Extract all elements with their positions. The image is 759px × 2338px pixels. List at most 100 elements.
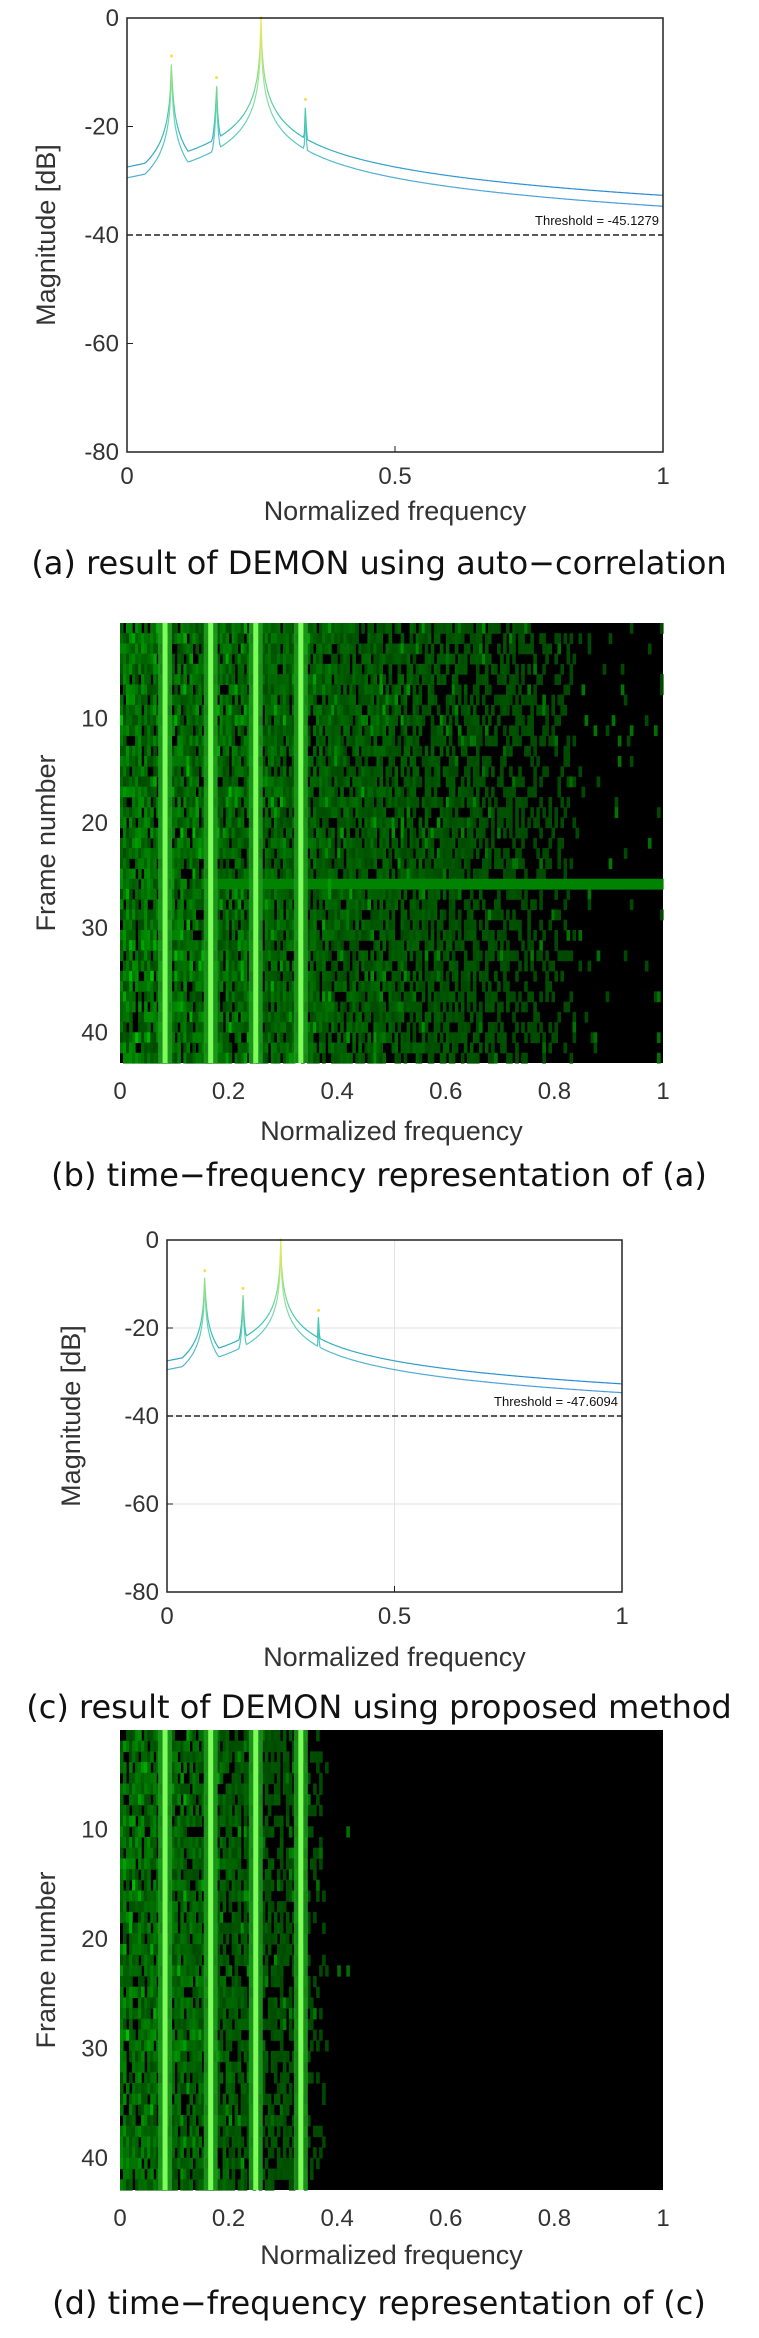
heatmap-cell <box>313 1011 317 1023</box>
heatmap-cell <box>219 704 224 716</box>
heatmap-cell <box>557 950 561 962</box>
heatmap-cell <box>171 807 175 818</box>
heatmap-cell <box>225 1740 230 1752</box>
heatmap-cell <box>264 930 269 941</box>
heatmap-cell <box>228 1001 233 1013</box>
heatmap-cell <box>120 725 124 737</box>
heatmap-cell <box>240 663 245 675</box>
heatmap-cell <box>337 827 341 839</box>
heatmap-cell <box>533 735 537 747</box>
heatmap-cell <box>554 1022 558 1033</box>
heatmap-cell <box>469 837 474 849</box>
heatmap-cell <box>129 1032 133 1044</box>
heatmap-cell <box>427 827 432 839</box>
heatmap-cell <box>418 981 423 992</box>
heatmap-cell <box>120 797 124 808</box>
heatmap-cell <box>310 981 314 992</box>
heatmap-cell <box>310 694 314 706</box>
heatmap-cell <box>243 919 248 931</box>
heatmap-cell <box>370 694 374 706</box>
heatmap-cell <box>171 1730 175 1742</box>
heatmap-cell <box>219 981 224 992</box>
heatmap-cell <box>310 643 314 655</box>
heatmap-cell <box>153 1022 157 1033</box>
heatmap-cell <box>660 909 664 921</box>
heatmap-cell <box>144 878 148 890</box>
heatmap-cell <box>657 991 661 1003</box>
heatmap-cell <box>240 1762 245 1774</box>
heatmap-cell <box>512 950 516 962</box>
heatmap-cell <box>479 827 483 839</box>
heatmap-cell <box>394 776 399 788</box>
heatmap-cell <box>527 684 531 696</box>
heatmap-cell <box>273 725 278 737</box>
y-axis-label: Magnitude [dB] <box>31 144 61 326</box>
heatmap-cell <box>524 960 528 972</box>
heatmap-cell <box>144 643 148 655</box>
heatmap-cell <box>240 878 245 890</box>
heatmap-cell <box>310 909 314 921</box>
heatmap-cell <box>237 715 242 726</box>
heatmap-cell <box>412 889 417 900</box>
heatmap-cell <box>491 766 495 778</box>
heatmap-cell <box>454 960 459 972</box>
heatmap-cell <box>129 889 133 900</box>
heatmap-cell <box>316 704 320 716</box>
heatmap-cell <box>240 1751 245 1763</box>
heatmap-cell <box>349 807 353 818</box>
heatmap-cell <box>494 858 498 870</box>
heatmap-cell <box>141 837 145 849</box>
heatmap-cell <box>198 786 202 798</box>
heatmap-cell <box>322 633 326 644</box>
heatmap-cell <box>482 756 486 767</box>
heatmap-cell <box>147 848 151 859</box>
heatmap-cell <box>246 663 251 675</box>
heatmap-cell <box>264 1730 269 1742</box>
heatmap-cell <box>180 1032 184 1044</box>
heatmap-cell <box>358 1032 362 1044</box>
heatmap-cell <box>503 704 507 716</box>
heatmap-cell <box>285 878 290 890</box>
heatmap-cell <box>195 919 199 931</box>
heatmap-cell <box>150 807 154 818</box>
heatmap-cell <box>198 633 202 644</box>
heatmap-cell <box>177 817 181 829</box>
heatmap-cell <box>316 950 320 962</box>
heatmap-cell <box>285 1772 290 1785</box>
heatmap-cell <box>433 970 438 982</box>
heatmap-cell <box>195 1751 199 1763</box>
heatmap-cell <box>201 766 205 778</box>
heatmap-cell <box>436 633 441 644</box>
heatmap-cell <box>316 889 320 900</box>
heatmap-cell <box>385 797 390 808</box>
heatmap-cell <box>491 704 495 716</box>
heatmap-cell <box>445 766 450 778</box>
heatmap-cell <box>361 858 365 870</box>
heatmap-cell <box>515 623 519 634</box>
heatmap-cell <box>186 807 190 818</box>
heatmap-cell <box>319 1001 323 1013</box>
heatmap-cell <box>391 827 396 839</box>
heatmap-cell <box>430 715 435 726</box>
heatmap-cell <box>436 970 441 982</box>
heatmap-cell <box>509 694 513 706</box>
heatmap-cell <box>222 786 227 798</box>
heatmap-cell <box>364 715 368 726</box>
heatmap-cell <box>195 991 199 1003</box>
heatmap-cell <box>533 970 537 982</box>
heatmap-cell <box>454 848 459 859</box>
heatmap-cell <box>144 899 148 911</box>
heatmap-cell <box>153 1032 157 1044</box>
heatmap-cell <box>451 889 456 900</box>
heatmap-cell <box>291 991 296 1003</box>
heatmap-cell <box>388 643 393 655</box>
heatmap-cell <box>400 981 405 992</box>
heatmap-cell <box>192 797 196 808</box>
heatmap-cell <box>282 1011 287 1023</box>
heatmap-cell <box>349 909 353 921</box>
heatmap-cell <box>379 633 383 644</box>
heatmap-cell <box>409 643 414 655</box>
heatmap-cell <box>150 940 154 951</box>
heatmap-cell <box>370 991 374 1003</box>
